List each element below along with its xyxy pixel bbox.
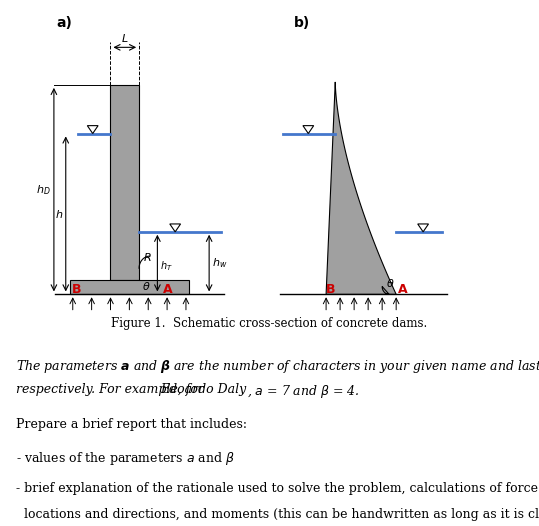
Text: $R$: $R$ — [143, 251, 152, 264]
Text: B: B — [72, 282, 82, 296]
Text: $h$: $h$ — [54, 208, 63, 220]
Polygon shape — [70, 280, 189, 295]
Text: The parameters $\bfit{a}$ and $\bfit{\beta}$ are the number of characters in you: The parameters $\bfit{a}$ and $\bfit{\be… — [16, 358, 539, 375]
Text: A: A — [398, 282, 408, 296]
Text: A: A — [163, 282, 172, 296]
Text: $h_D$: $h_D$ — [36, 183, 51, 197]
Polygon shape — [418, 224, 429, 232]
Text: $h_T$: $h_T$ — [160, 259, 172, 273]
Polygon shape — [87, 126, 98, 134]
Text: a): a) — [57, 16, 72, 30]
Text: , $\mathit{a}$ = 7 and $\mathit{\beta}$ = 4.: , $\mathit{a}$ = 7 and $\mathit{\beta}$ … — [247, 383, 360, 400]
Text: $\theta$: $\theta$ — [386, 277, 395, 289]
Text: - brief explanation of the rationale used to solve the problem, calculations of : - brief explanation of the rationale use… — [16, 482, 539, 495]
Text: Figure 1.  Schematic cross-section of concrete dams.: Figure 1. Schematic cross-section of con… — [112, 317, 427, 330]
Text: B: B — [326, 282, 336, 296]
Polygon shape — [110, 85, 139, 280]
Text: Prepare a brief report that includes:: Prepare a brief report that includes: — [16, 418, 247, 431]
Text: $h_w$: $h_w$ — [212, 256, 227, 270]
Text: b): b) — [294, 16, 310, 30]
Polygon shape — [326, 82, 396, 295]
Text: Edoardo Daly: Edoardo Daly — [160, 383, 246, 396]
Polygon shape — [303, 126, 314, 134]
Text: respectively. For example, for: respectively. For example, for — [16, 383, 208, 396]
Text: $L$: $L$ — [121, 32, 128, 44]
Text: locations and directions, and moments (this can be handwritten as long as it is : locations and directions, and moments (t… — [16, 508, 539, 521]
Text: - values of the parameters $\mathbf{\mathit{a}}$ and $\mathbf{\mathit{\beta}}$: - values of the parameters $\mathbf{\mat… — [16, 450, 235, 467]
Text: $\theta$: $\theta$ — [142, 280, 151, 292]
Polygon shape — [170, 224, 181, 232]
